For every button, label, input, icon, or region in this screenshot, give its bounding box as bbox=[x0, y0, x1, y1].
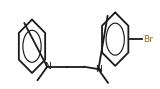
Text: N: N bbox=[44, 62, 51, 71]
Text: Br: Br bbox=[143, 35, 153, 44]
Text: N: N bbox=[95, 65, 102, 74]
